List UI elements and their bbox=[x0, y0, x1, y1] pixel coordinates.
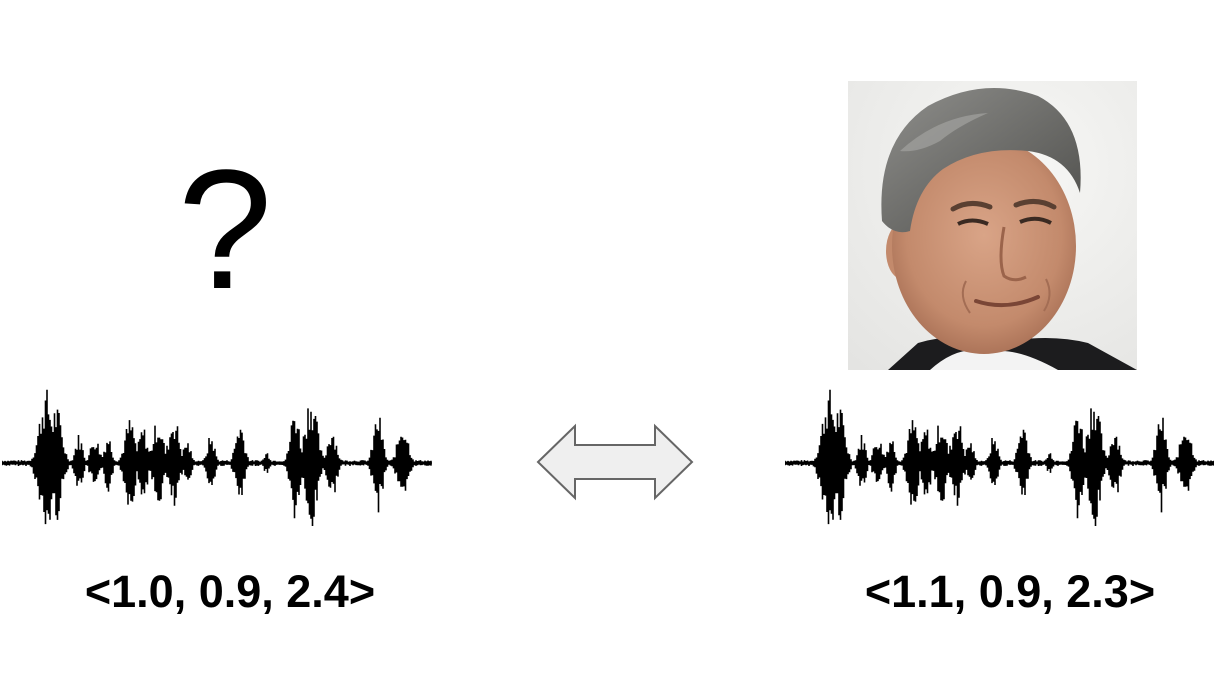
waveform-signal bbox=[785, 389, 1214, 526]
unknown-speaker-question-mark: ? bbox=[177, 135, 273, 325]
audio-waveform-right bbox=[785, 389, 1214, 526]
double-arrow-icon bbox=[536, 423, 694, 501]
waveform-signal bbox=[2, 389, 432, 526]
embedding-vector-left: <1.0, 0.9, 2.4> bbox=[84, 566, 376, 617]
face-photo-image bbox=[848, 81, 1137, 370]
embedding-vector-right: <1.1, 0.9, 2.3> bbox=[864, 566, 1156, 617]
speaker-portrait-photo bbox=[848, 81, 1137, 370]
audio-waveform-left bbox=[2, 389, 432, 526]
double-arrow-shape bbox=[536, 423, 694, 501]
